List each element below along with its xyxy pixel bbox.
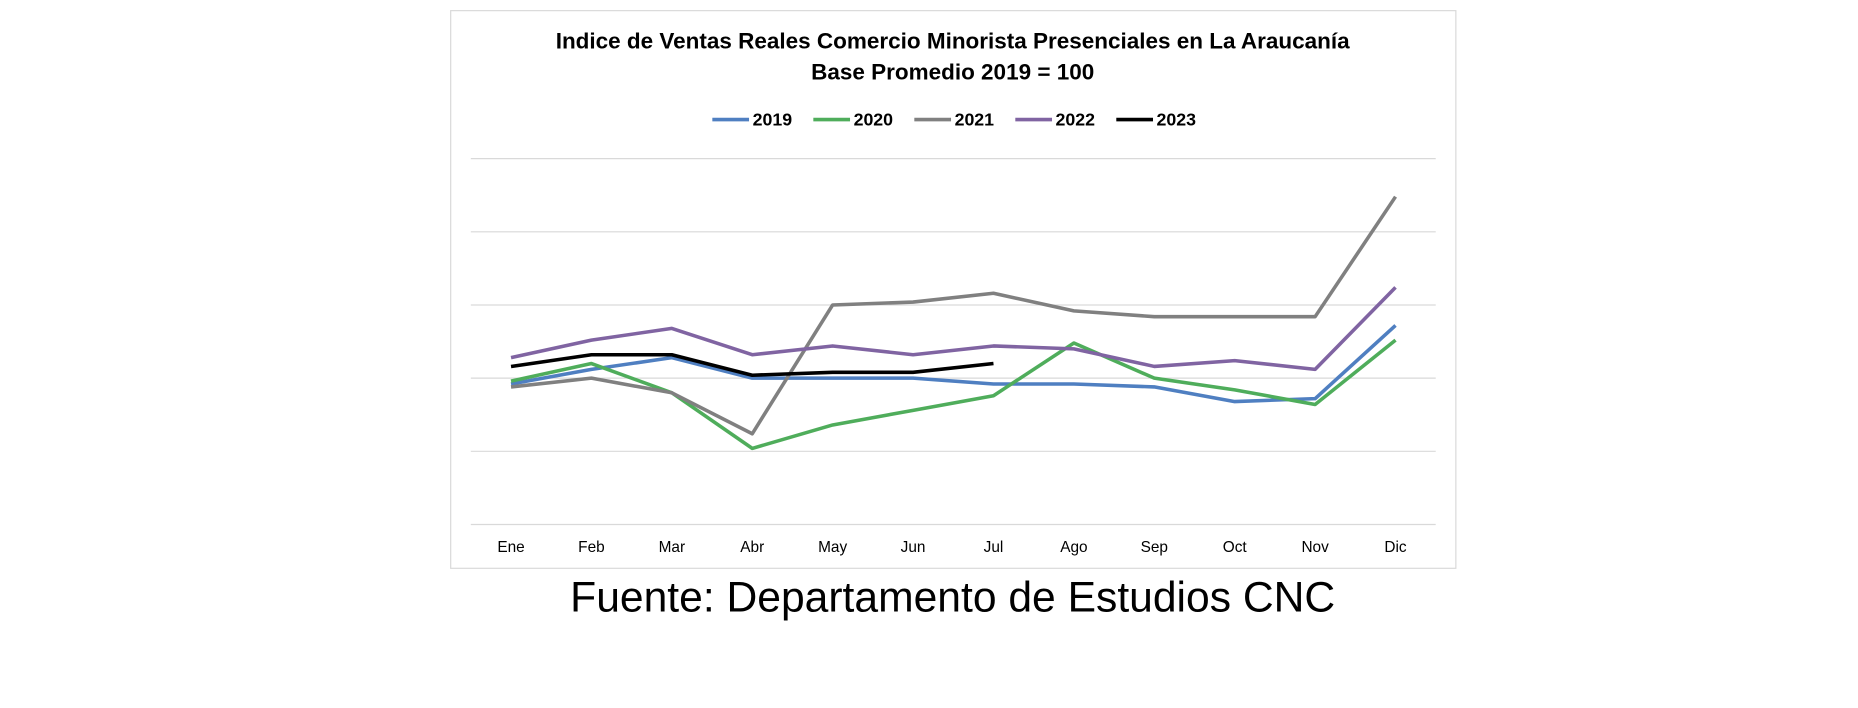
x-tick-label: Jul [984, 539, 1004, 556]
series-line [510, 195, 1397, 436]
legend-label: 2023 [1157, 109, 1197, 129]
x-tick-label: Abr [740, 539, 764, 556]
legend-label: 2020 [854, 109, 894, 129]
x-tick-label: Ago [1060, 539, 1087, 556]
x-tick-label: Sep [1141, 539, 1168, 556]
legend-label: 2019 [753, 109, 793, 129]
legend-label: 2021 [955, 109, 995, 129]
series-line [510, 324, 1397, 404]
x-tick-label: Mar [659, 539, 685, 556]
x-tick-label: Jun [901, 539, 926, 556]
chart-subtitle: Base Promedio 2019 = 100 [811, 59, 1094, 84]
source-note: Fuente: Departamento de Estudios CNC [570, 574, 1335, 622]
x-tick-label: Feb [578, 539, 605, 556]
x-tick-label: Nov [1301, 539, 1329, 556]
series-line [510, 352, 994, 378]
legend-label: 2022 [1056, 109, 1096, 129]
series-line [510, 338, 1397, 451]
series-line [510, 286, 1397, 372]
x-tick-label: Oct [1223, 539, 1248, 556]
chart-frame [450, 10, 1457, 569]
x-tick-label: Ene [497, 539, 524, 556]
x-tick-label: May [818, 539, 847, 556]
chart-title: Indice de Ventas Reales Comercio Minoris… [556, 29, 1350, 54]
x-tick-label: Dic [1384, 539, 1407, 556]
